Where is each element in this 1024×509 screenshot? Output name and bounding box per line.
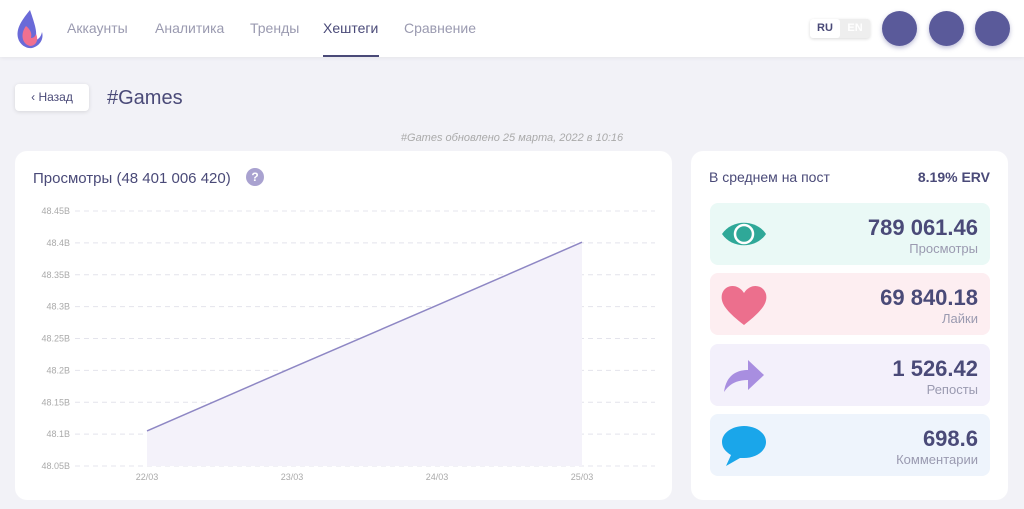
y-tick-label: 48.3B xyxy=(46,302,70,312)
active-underline xyxy=(323,55,379,57)
stat-row: 698.6 Комментарии xyxy=(710,414,990,476)
stat-value: 789 061.46 xyxy=(867,215,978,240)
stat-value: 698.6 xyxy=(922,426,978,451)
stat-label: Просмотры xyxy=(909,241,978,256)
logo[interactable] xyxy=(14,8,46,50)
comment-icon xyxy=(722,426,766,466)
y-tick-label: 48.2B xyxy=(46,365,70,375)
stat-label: Комментарии xyxy=(896,452,978,467)
nav-item[interactable]: Тренды xyxy=(250,20,300,36)
stat-row: 789 061.46 Просмотры xyxy=(710,203,990,265)
stat-value: 69 840.18 xyxy=(880,285,978,310)
lang-en[interactable]: EN xyxy=(847,22,863,34)
y-tick-label: 48.4B xyxy=(46,238,70,248)
x-tick-label: 24/03 xyxy=(426,472,449,482)
chart-card: Просмотры (48 401 006 420) ? 48.05B 48.1B… xyxy=(15,151,672,500)
exchange-button[interactable] xyxy=(929,11,964,46)
y-tick-label: 48.1B xyxy=(46,429,70,439)
area xyxy=(147,242,582,466)
nav-item[interactable]: Сравнение xyxy=(404,20,476,36)
y-tick-label: 48.05B xyxy=(41,461,70,471)
coin-button[interactable] xyxy=(882,11,917,46)
stat-row: 1 526.42 Репосты xyxy=(710,344,990,406)
help-icon[interactable]: ? xyxy=(246,168,264,186)
heart-icon xyxy=(721,285,767,325)
nav-item[interactable]: Хештеги xyxy=(323,20,379,36)
y-tick-label: 48.25B xyxy=(41,334,70,344)
nav-item[interactable]: Аналитика xyxy=(155,20,225,36)
chart-title: Просмотры (48 401 006 420) xyxy=(33,170,231,187)
stat-label: Репосты xyxy=(926,382,978,397)
y-tick-label: 48.45B xyxy=(41,206,70,216)
y-tick-label: 48.15B xyxy=(41,397,70,407)
stat-value: 1 526.42 xyxy=(892,356,978,381)
line xyxy=(146,241,583,432)
back-button[interactable]: ‹ Назад xyxy=(15,84,89,111)
stat-row: 69 840.18 Лайки xyxy=(710,273,990,335)
erv: 8.19% ERV xyxy=(917,169,990,185)
page-title: #Games xyxy=(107,87,183,109)
eye-icon xyxy=(722,222,766,246)
updated-note: #Games обновлено 25 марта, 2022 в 10:16 xyxy=(400,132,624,144)
x-tick-label: 22/03 xyxy=(136,472,159,482)
stats-card: В среднем на пост 8.19% ERV 789 061.46 Пр… xyxy=(691,151,1008,500)
back-label: Назад xyxy=(38,90,73,104)
x-tick-label: 25/03 xyxy=(571,472,594,482)
stat-label: Лайки xyxy=(942,311,978,326)
nav-item[interactable]: Аккаунты xyxy=(67,20,128,36)
x-tick-label: 23/03 xyxy=(281,472,304,482)
header: Аккаунты Аналитика Тренды Хештеги Сравнение … xyxy=(0,0,1024,57)
chart: 48.05B 48.1B 48.15B 48.2B 48.25B 48.3B 48.35B 4… xyxy=(41,206,655,482)
settings-button[interactable] xyxy=(975,11,1010,46)
lang-ru[interactable]: RU xyxy=(810,19,840,38)
y-tick-label: 48.35B xyxy=(41,270,70,280)
stats-title: В среднем на пост xyxy=(709,169,830,185)
lang-toggle[interactable]: RU EN xyxy=(810,19,870,38)
share-icon xyxy=(724,360,764,392)
